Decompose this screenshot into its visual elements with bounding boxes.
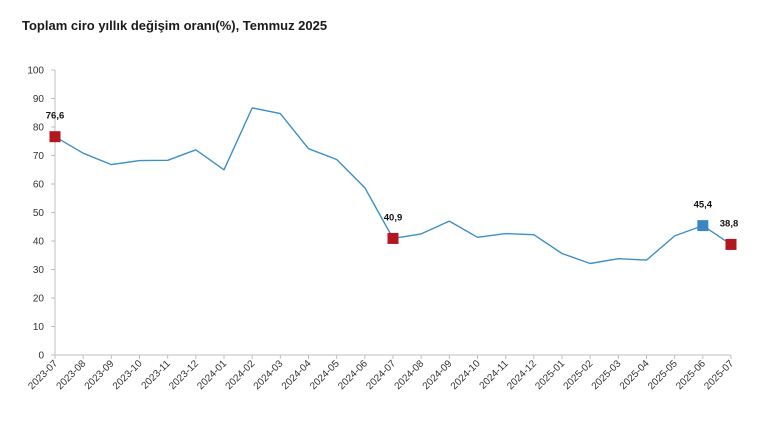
x-tick-label: 2024-08 <box>393 358 427 392</box>
highlight-markers: 76,6 40,9 45,4 38,8 <box>46 111 739 250</box>
data-label: 38,8 <box>720 218 739 229</box>
y-tick-label: 10 <box>33 322 45 333</box>
data-point-marker <box>725 238 737 250</box>
x-tick-label: 2024-03 <box>252 358 286 392</box>
x-tick-label: 2023-10 <box>111 358 145 392</box>
y-tick-label: 30 <box>33 265 45 276</box>
x-tick-label: 2025-02 <box>562 358 596 392</box>
y-tick-label: 80 <box>33 123 45 134</box>
data-label: 40,9 <box>384 212 403 223</box>
x-tick-label: 2024-04 <box>280 358 314 392</box>
y-tick-label: 0 <box>38 351 44 362</box>
y-tick-labels: 0 10 20 30 40 50 60 70 80 90 100 <box>27 66 44 362</box>
x-tick-label: 2024-10 <box>449 358 483 392</box>
x-tick-labels: 2023-072023-082023-092023-102023-112023-… <box>26 358 736 392</box>
axes <box>51 69 732 359</box>
x-tick-label: 2024-09 <box>421 358 455 392</box>
data-point-marker <box>49 131 61 143</box>
x-tick-label: 2024-12 <box>505 358 539 392</box>
x-tick-label: 2024-01 <box>195 358 229 392</box>
y-tick-label: 40 <box>33 237 45 248</box>
x-tick-label: 2024-02 <box>224 358 258 392</box>
x-tick-label: 2025-06 <box>674 358 708 392</box>
y-tick-label: 60 <box>33 180 45 191</box>
y-tick-label: 70 <box>33 151 45 162</box>
data-label: 45,4 <box>694 200 713 211</box>
data-label: 76,6 <box>46 111 65 122</box>
x-tick-label: 2024-05 <box>308 358 342 392</box>
x-tick-label: 2024-06 <box>336 358 370 392</box>
x-tick-label: 2023-07 <box>26 358 60 392</box>
data-point-marker <box>697 220 709 232</box>
y-tick-label: 20 <box>33 294 45 305</box>
y-tick-label: 90 <box>33 94 45 105</box>
y-tick-label: 50 <box>33 208 45 219</box>
x-tick-label: 2025-01 <box>533 358 567 392</box>
x-tick-label: 2025-05 <box>646 358 680 392</box>
x-tick-label: 2025-03 <box>590 358 624 392</box>
x-tick-label: 2023-09 <box>83 358 117 392</box>
chart-title: Toplam ciro yıllık değişim oranı(%), Tem… <box>22 18 328 33</box>
x-tick-label: 2024-07 <box>364 358 398 392</box>
x-tick-label: 2025-04 <box>618 358 652 392</box>
x-tick-label: 2023-08 <box>55 358 89 392</box>
x-tick-label: 2023-12 <box>167 358 201 392</box>
x-tick-label: 2025-07 <box>702 358 736 392</box>
y-tick-label: 100 <box>27 66 44 77</box>
data-point-marker <box>387 232 399 244</box>
